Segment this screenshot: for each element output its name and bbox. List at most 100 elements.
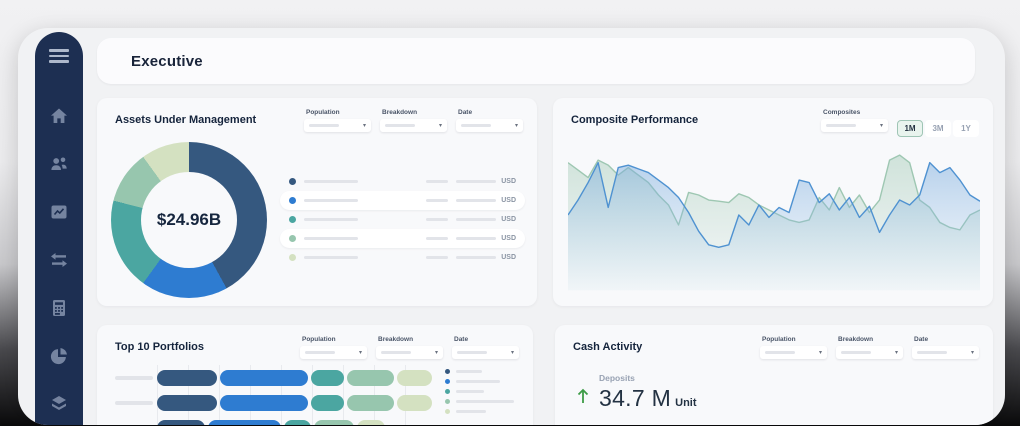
bar-segment	[208, 419, 281, 425]
calculator-icon	[53, 300, 65, 316]
legend-dot	[445, 379, 450, 384]
aum-legend-row: USD	[280, 210, 525, 229]
population-dropdown[interactable]: ▾	[304, 119, 371, 132]
chevron-down-icon: ▾	[894, 349, 898, 356]
population-dropdown[interactable]: ▾	[760, 346, 827, 359]
date-dropdown[interactable]: ▾	[912, 346, 979, 359]
chevron-down-icon: ▾	[510, 349, 514, 356]
filter-label-composites: Composites	[823, 109, 861, 116]
composites-dropdown[interactable]: ▾	[821, 119, 888, 132]
bar-segment	[397, 394, 432, 411]
dropdown-placeholder	[461, 124, 491, 127]
aum-total-value: $24.96B	[156, 210, 222, 229]
value-skeleton	[426, 199, 449, 202]
sidebar-item-performance[interactable]	[49, 202, 69, 222]
chevron-down-icon: ▾	[879, 122, 883, 129]
filter-label-breakdown: Breakdown	[378, 336, 414, 343]
dropdown-placeholder	[765, 351, 795, 354]
breakdown-dropdown[interactable]: ▾	[836, 346, 903, 359]
value-skeleton	[426, 237, 449, 240]
value-skeleton	[426, 180, 449, 183]
range-toggle: 1M 3M 1Y	[897, 120, 979, 137]
chevron-down-icon: ▾	[358, 349, 362, 356]
dropdown-placeholder	[826, 124, 856, 127]
range-1m-button[interactable]: 1M	[897, 120, 923, 137]
legend-dot	[445, 389, 450, 394]
aum-legend-dot	[289, 216, 296, 223]
range-1y-button[interactable]: 1Y	[953, 120, 979, 137]
sidebar-item-calculations[interactable]	[49, 298, 69, 318]
page-header: Executive	[97, 38, 975, 84]
composite-card-title: Composite Performance	[571, 114, 699, 126]
filter-breakdown: Breakdown ▾	[376, 336, 443, 359]
filter-label-date: Date	[454, 336, 469, 343]
dropdown-placeholder	[305, 351, 335, 354]
bar-segment	[157, 419, 205, 425]
aum-legend-row: USD	[280, 248, 525, 267]
legend-dot	[445, 409, 450, 414]
portfolio-legend-item	[445, 399, 514, 404]
dropdown-placeholder	[385, 124, 415, 127]
aum-legend-dot	[289, 254, 296, 261]
aum-legend-dot	[289, 235, 296, 242]
dropdown-placeholder	[457, 351, 487, 354]
chevron-down-icon: ▾	[818, 349, 822, 356]
range-3m-button[interactable]: 3M	[925, 120, 951, 137]
aum-legend-row: USD	[280, 172, 525, 191]
bar-segment	[157, 369, 217, 386]
currency-label: USD	[501, 254, 516, 261]
sidebar-item-transactions[interactable]	[49, 250, 69, 270]
breakdown-dropdown[interactable]: ▾	[380, 119, 447, 132]
label-skeleton	[304, 218, 358, 221]
portfolios-legend	[445, 369, 514, 414]
currency-label: USD	[501, 216, 516, 223]
bar-segment	[311, 394, 344, 411]
sidebar-item-holdings[interactable]	[49, 394, 69, 414]
legend-label-skeleton	[456, 390, 484, 393]
value-skeleton	[426, 256, 449, 259]
sidebar-item-allocation[interactable]	[49, 346, 69, 366]
legend-label-skeleton	[456, 380, 500, 383]
dropdown-placeholder	[309, 124, 339, 127]
portfolio-bar-row	[97, 415, 533, 425]
filter-label-breakdown: Breakdown	[382, 109, 418, 116]
value-skeleton	[456, 199, 497, 202]
dropdown-placeholder	[841, 351, 871, 354]
filter-population: Population ▾	[300, 336, 367, 359]
portfolio-label-skeleton	[115, 375, 153, 380]
layers-icon	[52, 396, 66, 410]
aum-legend-dot	[289, 178, 296, 185]
chart-icon	[51, 205, 67, 219]
aum-donut-ring: $24.96B	[111, 142, 267, 298]
date-dropdown[interactable]: ▾	[452, 346, 519, 359]
portfolio-legend-item	[445, 379, 514, 384]
chevron-down-icon: ▾	[362, 122, 366, 129]
metric-unit: Unit	[675, 397, 697, 409]
bar-segment	[347, 369, 394, 386]
filter-date: Date ▾	[452, 336, 519, 359]
transfer-arrows-icon	[51, 253, 67, 267]
value-skeleton	[456, 218, 497, 221]
aum-legend-row: USD	[280, 191, 525, 210]
date-dropdown[interactable]: ▾	[456, 119, 523, 132]
portfolio-bar-row	[97, 390, 533, 415]
bar-segment	[357, 419, 385, 425]
trend-up-arrow-icon	[577, 388, 589, 403]
sidebar-item-home[interactable]	[49, 106, 69, 126]
value-skeleton	[456, 237, 497, 240]
breakdown-dropdown[interactable]: ▾	[376, 346, 443, 359]
legend-dot	[445, 399, 450, 404]
population-dropdown[interactable]: ▾	[300, 346, 367, 359]
portfolio-legend-item	[445, 389, 514, 394]
menu-icon[interactable]	[49, 46, 69, 66]
bar-segment	[157, 394, 217, 411]
bar-segment	[314, 419, 354, 425]
aum-card: Assets Under Management Population ▾ Bre…	[97, 98, 537, 306]
currency-label: USD	[501, 178, 516, 185]
filter-date: Date ▾	[912, 336, 979, 359]
aum-legend-dot	[289, 197, 296, 204]
sidebar-item-clients[interactable]	[49, 154, 69, 174]
sidebar	[35, 32, 83, 425]
deposits-metric: Deposits 34.7 M Unit	[575, 373, 697, 412]
portfolios-card-title: Top 10 Portfolios	[115, 341, 205, 353]
